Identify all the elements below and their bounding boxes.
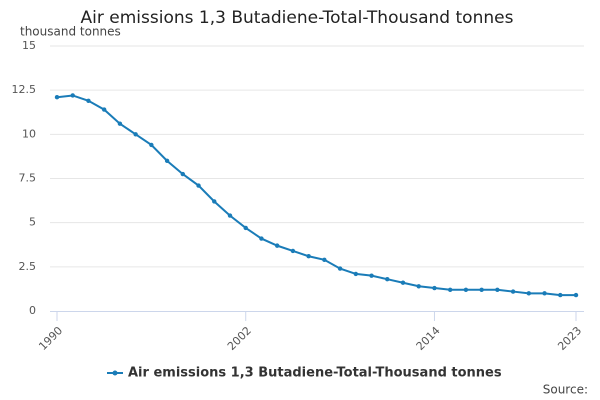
- data-point: [385, 277, 390, 282]
- y-tick-label: 15: [22, 39, 36, 52]
- data-point: [196, 183, 201, 188]
- data-point: [101, 107, 107, 112]
- source: Source:: [543, 383, 588, 397]
- series-line: [56, 94, 576, 297]
- data-point: [432, 285, 437, 291]
- data-point: [447, 287, 453, 292]
- x-tick-label: 2014: [414, 324, 443, 353]
- data-point: [227, 213, 233, 218]
- y-tick-label: 5: [29, 216, 36, 229]
- data-point: [479, 287, 484, 292]
- data-point: [463, 287, 469, 292]
- chart-title: Air emissions 1,3 Butadiene-Total-Thousa…: [81, 8, 514, 28]
- x-tick-label: 2023: [555, 324, 584, 353]
- data-point: [573, 292, 579, 298]
- legend-marker: [112, 370, 118, 376]
- data-point: [337, 266, 343, 271]
- y-tick-label: 10: [22, 127, 36, 140]
- data-point: [133, 132, 138, 137]
- data-point: [322, 257, 327, 262]
- data-point: [243, 225, 248, 231]
- data-point: [510, 289, 516, 294]
- y-tick-label: 12.5: [12, 83, 37, 96]
- data-point: [400, 280, 406, 285]
- y-tick-label: 2.5: [19, 260, 37, 273]
- y-axis-label: thousand tonnes: [20, 25, 121, 39]
- data-point: [542, 291, 547, 296]
- x-tick-label: 2002: [225, 324, 254, 353]
- y-tick-label: 0: [29, 304, 36, 317]
- data-point: [416, 284, 421, 289]
- x-tick-label: 1990: [36, 324, 65, 353]
- data-point: [117, 121, 123, 126]
- data-point: [290, 248, 296, 254]
- data-point: [164, 158, 170, 164]
- data-point: [70, 93, 75, 98]
- data-point: [495, 287, 500, 292]
- data-point: [149, 142, 154, 148]
- data-point: [212, 199, 217, 204]
- data-point: [86, 98, 91, 103]
- data-point: [180, 171, 186, 177]
- legend-label: Air emissions 1,3 Butadiene-Total-Thousa…: [128, 366, 502, 381]
- data-point: [369, 273, 374, 278]
- data-point: [259, 236, 264, 241]
- data-point: [353, 271, 359, 277]
- data-point: [526, 291, 532, 296]
- data-point: [54, 95, 60, 100]
- data-point: [306, 254, 311, 259]
- data-point: [558, 292, 563, 298]
- data-point: [274, 243, 280, 248]
- y-tick-label: 7.5: [19, 172, 37, 185]
